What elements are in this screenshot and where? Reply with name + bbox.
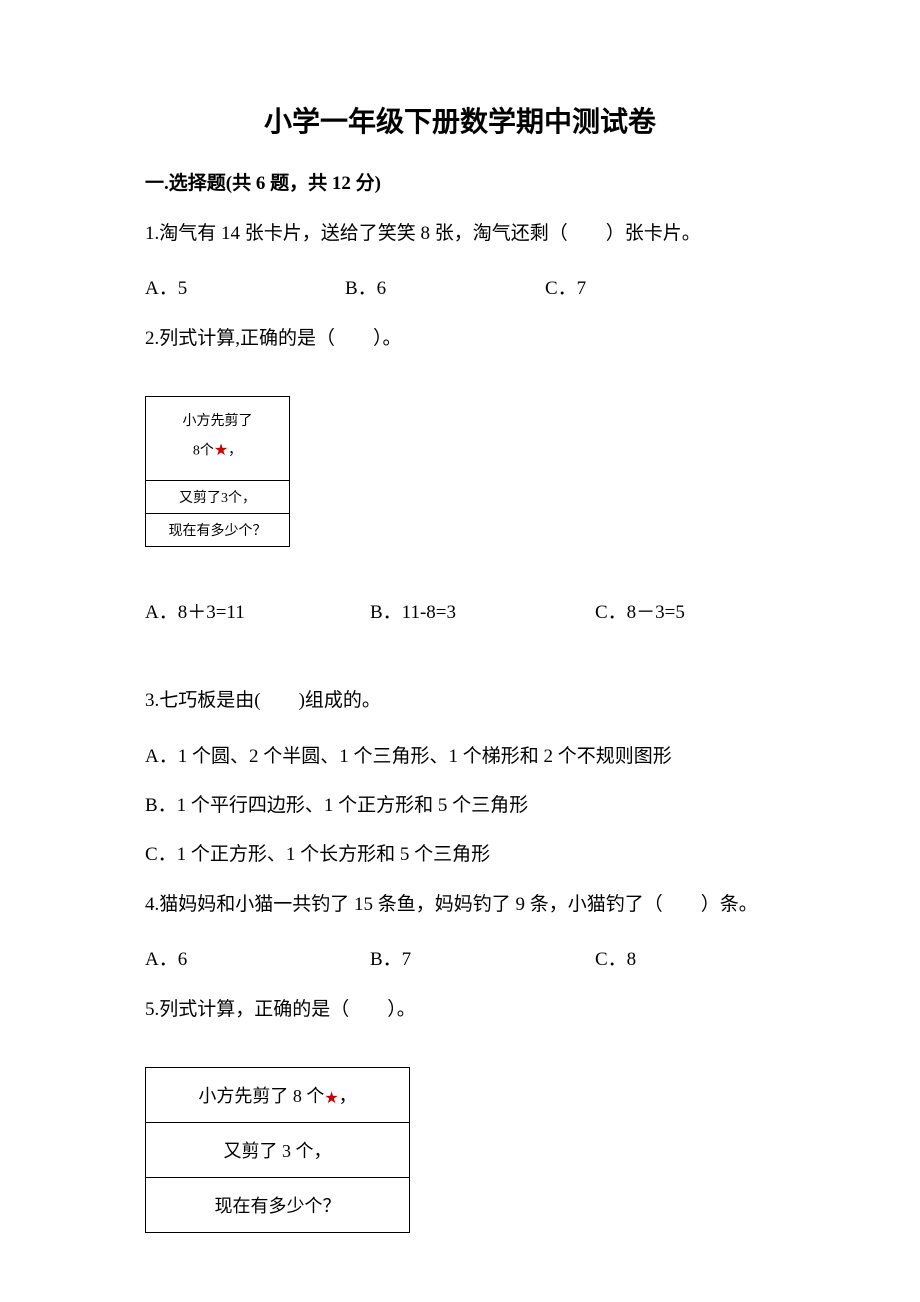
- q2-box-row3: 现在有多少个？: [146, 514, 289, 546]
- q5-box-row2: 又剪了 3 个，: [146, 1123, 409, 1178]
- q2-option-c: C．8－3=5: [595, 597, 775, 624]
- question-2-options: A．8＋3=11 B．11-8=3 C．8－3=5: [145, 597, 775, 624]
- q5-box-r1b: ，: [339, 1086, 357, 1106]
- q2-box-r1a: 小方先剪了: [183, 414, 253, 429]
- q3-option-b: B．1 个平行四边形、1 个正方形和 5 个三角形: [145, 790, 775, 817]
- section-header: 一.选择题(共 6 题，共 12 分): [145, 168, 775, 195]
- q5-box-row3: 现在有多少个？: [146, 1178, 409, 1232]
- q2-option-b: B．11-8=3: [370, 597, 595, 624]
- q1-option-b: B．6: [345, 273, 545, 300]
- question-2-box: 小方先剪了 8个★， 又剪了3个， 现在有多少个？: [145, 396, 290, 547]
- q3-option-a: A．1 个圆、2 个半圆、1 个三角形、1 个梯形和 2 个不规则图形: [145, 741, 775, 768]
- q5-box-r1a: 小方先剪了 8 个: [198, 1086, 324, 1106]
- question-4-options: A．6 B．7 C．8: [145, 944, 775, 971]
- q2-box-r1b: 8个: [193, 443, 214, 458]
- question-4-text: 4.猫妈妈和小猫一共钓了 15 条鱼，妈妈钓了 9 条，小猫钓了（ ）条。: [145, 888, 775, 922]
- question-3-text: 3.七巧板是由( )组成的。: [145, 684, 775, 718]
- question-1-options: A．5 B．6 C．7: [145, 273, 775, 300]
- q4-option-b: B．7: [370, 944, 595, 971]
- question-1-text: 1.淘气有 14 张卡片，送给了笑笑 8 张，淘气还剩（ ）张卡片。: [145, 217, 775, 251]
- question-5-box: 小方先剪了 8 个★， 又剪了 3 个， 现在有多少个？: [145, 1067, 410, 1233]
- q2-box-row1: 小方先剪了 8个★，: [146, 397, 289, 481]
- q2-option-a: A．8＋3=11: [145, 597, 370, 624]
- q2-box-row2: 又剪了3个，: [146, 481, 289, 514]
- q4-option-a: A．6: [145, 944, 370, 971]
- star-icon: ★: [214, 436, 228, 466]
- q1-option-a: A．5: [145, 273, 345, 300]
- q1-option-c: C．7: [545, 273, 745, 300]
- q3-option-c: C．1 个正方形、1 个长方形和 5 个三角形: [145, 839, 775, 866]
- question-5-text: 5.列式计算，正确的是（ ）。: [145, 993, 775, 1027]
- question-2-text: 2.列式计算,正确的是（ ）。: [145, 322, 775, 356]
- star-icon: ★: [324, 1088, 338, 1108]
- q2-box-r1c: ，: [228, 443, 242, 458]
- q5-box-row1: 小方先剪了 8 个★，: [146, 1068, 409, 1123]
- q4-option-c: C．8: [595, 944, 775, 971]
- page-title: 小学一年级下册数学期中测试卷: [145, 100, 775, 140]
